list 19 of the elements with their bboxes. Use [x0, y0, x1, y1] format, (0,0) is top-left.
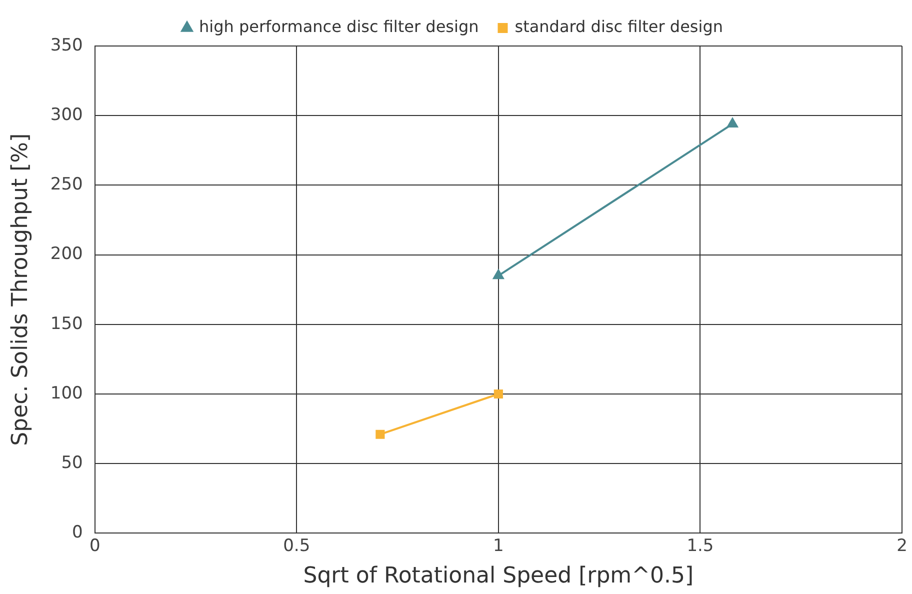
y-tick-label: 250 [50, 174, 83, 195]
x-tick-label: 1 [493, 536, 504, 556]
y-tick-label: 0 [72, 522, 83, 543]
y-axis-title: Spec. Solids Throughput [%] [8, 133, 33, 446]
point [376, 430, 385, 439]
y-tick-label: 300 [50, 105, 83, 126]
x-tick-label: 0.5 [283, 536, 310, 556]
legend-label: high performance disc filter design [199, 17, 479, 36]
y-tick-label: 150 [50, 314, 83, 334]
y-tick-label: 350 [50, 35, 83, 56]
y-tick-label: 100 [50, 383, 83, 404]
x-axis-title: Sqrt of Rotational Speed [rpm^0.5] [303, 564, 694, 589]
x-tick-label: 2 [896, 536, 908, 556]
legend-label: standard disc filter design [514, 17, 723, 36]
y-tick-label: 200 [50, 244, 83, 264]
point [494, 389, 503, 399]
x-tick-label: 0 [89, 536, 100, 556]
y-tick-label: 50 [61, 453, 83, 474]
x-tick-label: 1.5 [686, 536, 714, 556]
